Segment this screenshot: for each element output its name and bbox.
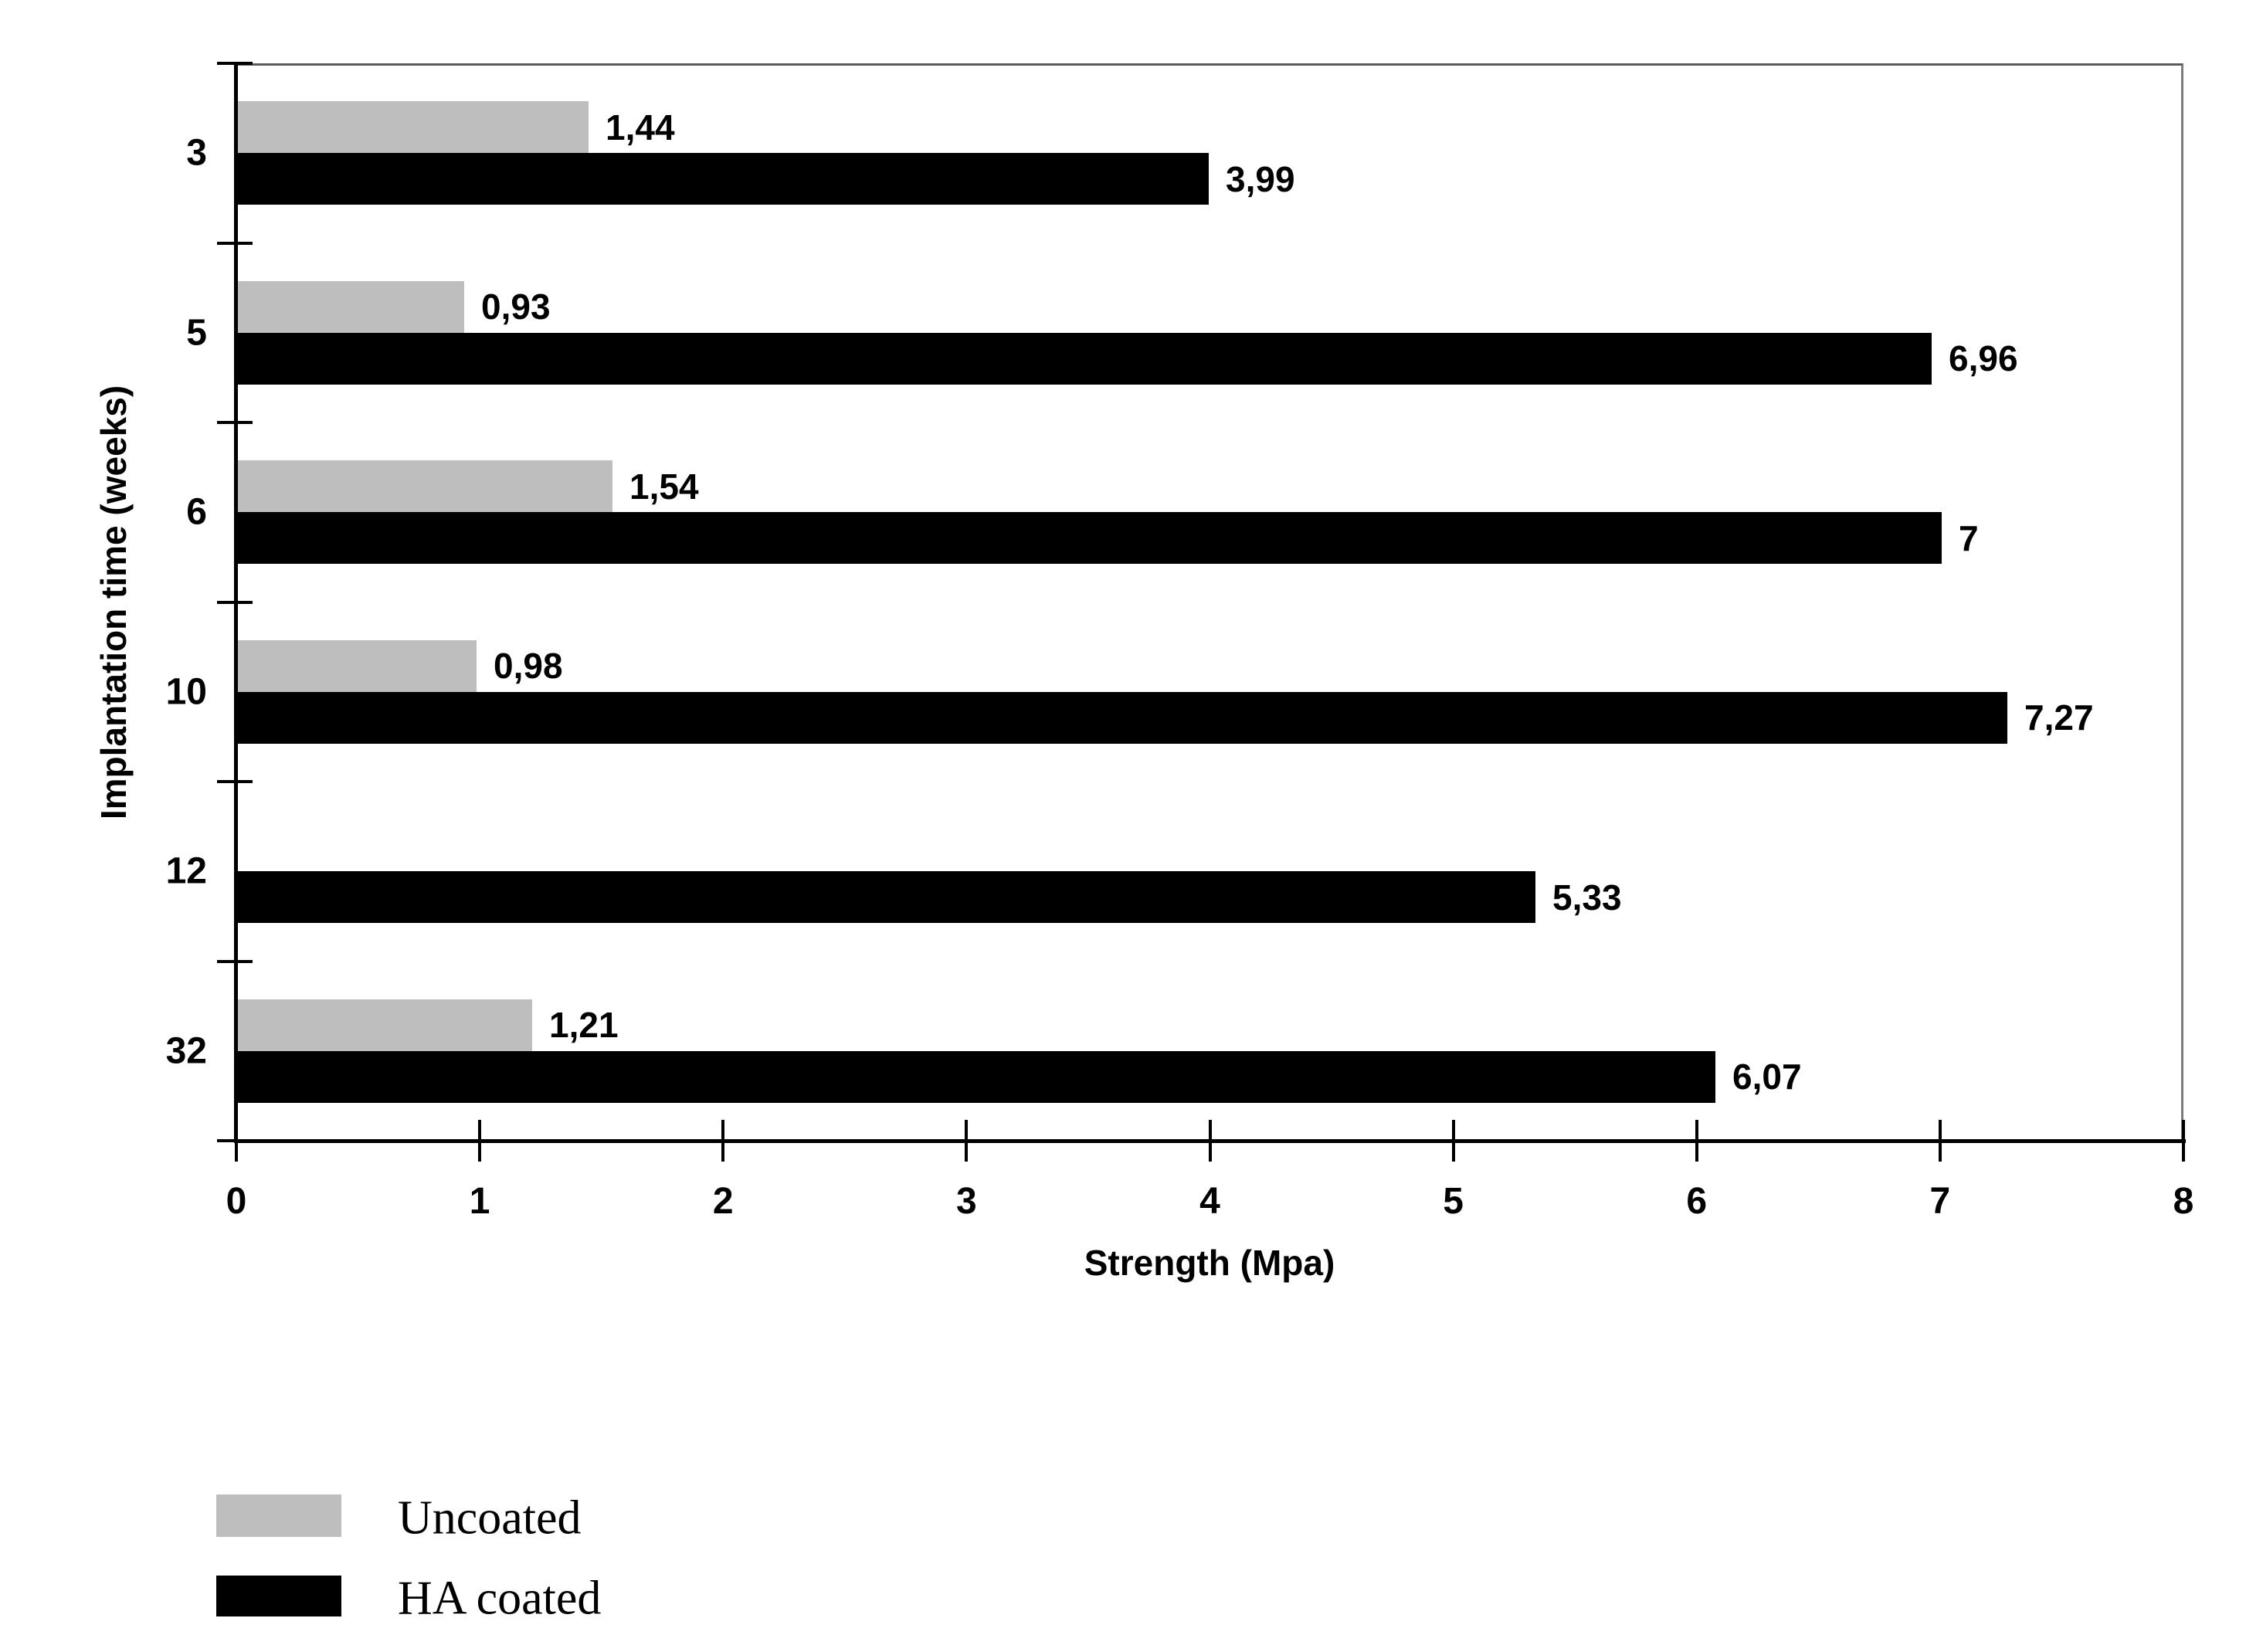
- bar-ha-coated: [238, 871, 1535, 924]
- bar-value-label: 0,93: [481, 287, 551, 327]
- bar-value-label: 1,44: [606, 107, 675, 148]
- bar-ha-coated: [238, 332, 1932, 385]
- y-axis-tick: [217, 241, 253, 245]
- bar-uncoated: [238, 101, 589, 154]
- x-axis-tick-label: 0: [226, 1181, 247, 1222]
- y-axis-tick: [217, 421, 253, 424]
- x-axis-tick: [965, 1120, 969, 1162]
- x-axis-tick-label: 8: [2173, 1181, 2194, 1222]
- y-category-label: 12: [165, 850, 207, 892]
- bar-value-label: 6,96: [1949, 338, 2018, 379]
- bar-value-label: 1,54: [629, 466, 699, 507]
- legend-swatch-uncoated: [216, 1494, 341, 1537]
- x-axis-tick: [1451, 1120, 1455, 1162]
- x-axis-tick-label: 1: [469, 1181, 490, 1222]
- bar-uncoated: [238, 280, 464, 333]
- bar-ha-coated: [238, 1050, 1715, 1103]
- y-axis-tick: [217, 62, 253, 65]
- legend-label-ha-coated: HA coated: [398, 1572, 602, 1625]
- bar-value-label: 7,27: [2024, 697, 2094, 738]
- bar-ha-coated: [238, 691, 2007, 744]
- bar-value-label: 0,98: [494, 646, 563, 687]
- bar-uncoated: [238, 460, 612, 513]
- plot-area: [236, 63, 2183, 1141]
- bar-ha-coated: [238, 153, 1209, 205]
- y-axis-tick: [217, 780, 253, 783]
- x-axis-tick: [2182, 1120, 2185, 1162]
- bar-uncoated: [238, 999, 532, 1051]
- x-axis-tick: [1938, 1120, 1942, 1162]
- x-axis-tick-label: 7: [1929, 1181, 1951, 1222]
- bar-uncoated: [238, 639, 477, 692]
- bar-value-label: 5,33: [1552, 877, 1622, 918]
- y-axis-title: Implantation time (weeks): [93, 385, 134, 820]
- bar-value-label: 7: [1959, 517, 1979, 558]
- legend-swatch-ha-coated: [216, 1576, 341, 1616]
- y-category-label: 5: [186, 312, 207, 354]
- bar-value-label: 1,21: [549, 1005, 619, 1046]
- legend-label-uncoated: Uncoated: [398, 1491, 582, 1545]
- x-axis-tick-label: 2: [712, 1181, 734, 1222]
- x-axis-tick-label: 3: [956, 1181, 977, 1222]
- x-axis-tick: [1695, 1120, 1698, 1162]
- x-axis-tick: [1208, 1120, 1212, 1162]
- y-axis-tick: [217, 959, 253, 963]
- bar-value-label: 6,07: [1732, 1057, 1802, 1097]
- y-category-label: 32: [165, 1030, 207, 1072]
- x-axis-tick: [721, 1120, 725, 1162]
- x-axis-title: Strength (Mpa): [1084, 1243, 1335, 1283]
- y-axis-tick: [217, 600, 253, 604]
- y-category-label: 6: [186, 491, 207, 533]
- bar-ha-coated: [238, 512, 1942, 565]
- x-axis-tick: [235, 1120, 238, 1162]
- x-axis-tick-label: 6: [1686, 1181, 1708, 1222]
- x-axis-tick: [478, 1120, 482, 1162]
- y-category-label: 3: [186, 132, 207, 174]
- y-category-label: 10: [165, 671, 207, 713]
- x-axis-tick-label: 4: [1199, 1181, 1220, 1222]
- x-axis-tick-label: 5: [1443, 1181, 1464, 1222]
- bar-value-label: 3,99: [1226, 158, 1295, 199]
